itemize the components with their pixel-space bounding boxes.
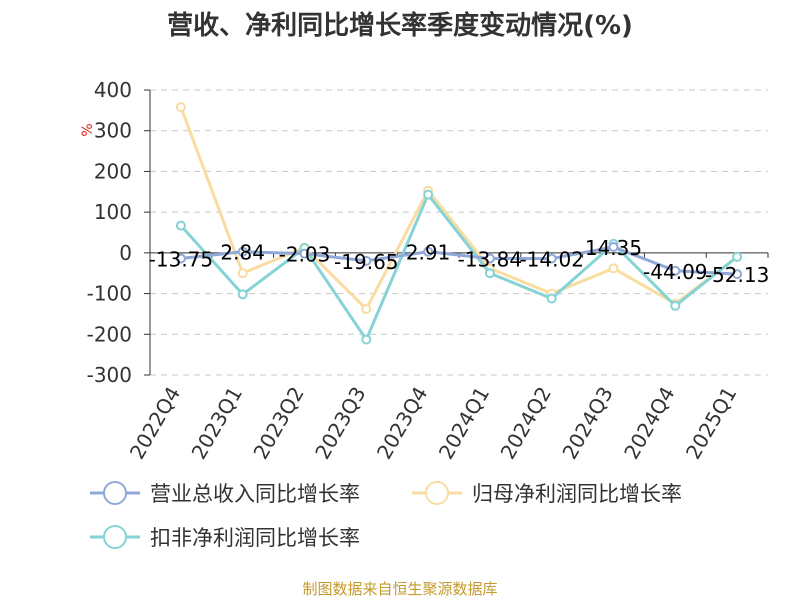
data-point (361, 334, 372, 345)
source-footer: 制图数据来自恒生聚源数据库 (302, 580, 497, 598)
legend-item[interactable]: 营业总收入同比增长率 (90, 481, 360, 506)
y-tick-labels: 400 300 200 100 0 -100 -200 -300 (87, 78, 132, 387)
legend-marker-icon (103, 481, 127, 505)
x-tick-label: 2023Q4 (372, 383, 432, 464)
legend-item[interactable]: 归母净利润同比增长率 (412, 481, 682, 506)
legend-label: 归母净利润同比增长率 (472, 482, 682, 506)
y-tick-label: 400 (94, 78, 132, 102)
data-label: -52.13 (705, 263, 769, 287)
y-tick-label: 100 (94, 200, 132, 224)
data-point (546, 293, 557, 304)
x-tick-label: 2023Q1 (187, 383, 247, 464)
data-point (732, 269, 743, 280)
data-label: -13.75 (149, 247, 213, 271)
data-point (670, 300, 681, 311)
x-tick-label: 2023Q3 (310, 383, 370, 464)
x-tick-label: 2023Q2 (248, 383, 308, 464)
legend-label: 扣非净利润同比增长率 (150, 526, 360, 550)
data-point (608, 263, 619, 274)
legend-marker-icon (103, 525, 127, 549)
legend-label: 营业总收入同比增长率 (150, 482, 360, 506)
data-label: -14.02 (519, 248, 583, 272)
data-point (546, 253, 557, 264)
data-point (175, 102, 186, 113)
data-point (299, 248, 310, 259)
y-tick-label: 0 (119, 241, 132, 265)
data-point (175, 220, 186, 231)
data-label: -44.09 (643, 260, 707, 284)
data-label: 2.84 (220, 241, 265, 265)
data-labels: -13.75 2.84 -2.03 -19.65 2.91 -13.84-14.02 14.… (149, 236, 770, 287)
x-tick-label: 2022Q4 (125, 383, 185, 464)
y-tick-label: -100 (87, 282, 132, 306)
y-tick-label: 200 (94, 159, 132, 183)
x-tick-label: 2025Q1 (681, 383, 741, 464)
y-tick-label: -300 (87, 363, 132, 387)
y-axis-label: % (80, 123, 96, 136)
data-label: 14.35 (585, 236, 642, 260)
series-line (179, 106, 739, 311)
x-tick-label: 2024Q3 (557, 383, 617, 464)
series-line (179, 193, 739, 342)
data-point (670, 265, 681, 276)
x-tick-labels: 2022Q4 2023Q1 2023Q2 2023Q3 2023Q4 2024Q1 2024… (125, 383, 742, 464)
data-point (484, 268, 495, 279)
data-point (237, 289, 248, 300)
y-tick-label: 300 (94, 119, 132, 143)
data-point (237, 246, 248, 257)
data-point (361, 304, 372, 315)
data-point (175, 253, 186, 264)
legend-marker-icon (425, 481, 449, 505)
y-tick-label: -200 (87, 322, 132, 346)
x-tick-label: 2024Q2 (496, 383, 556, 464)
data-point (361, 255, 372, 266)
series-line (180, 245, 738, 276)
data-point (237, 268, 248, 279)
series-lines (175, 102, 743, 345)
chart-title: 营收、净利同比增长率季度变动情况(%) (167, 10, 633, 41)
data-point (608, 242, 619, 253)
data-label: -19.65 (334, 250, 398, 274)
data-label: -2.03 (279, 243, 331, 267)
data-point (423, 189, 434, 200)
data-point (484, 253, 495, 264)
x-tick-label: 2024Q1 (434, 383, 494, 464)
data-label: -13.84 (458, 247, 522, 271)
legend-item[interactable]: 扣非净利润同比增长率 (90, 525, 360, 550)
data-label: 2.91 (406, 241, 451, 265)
x-tick-label: 2024Q4 (619, 383, 679, 464)
grid (150, 89, 768, 376)
data-point (732, 251, 743, 262)
data-point (423, 246, 434, 257)
